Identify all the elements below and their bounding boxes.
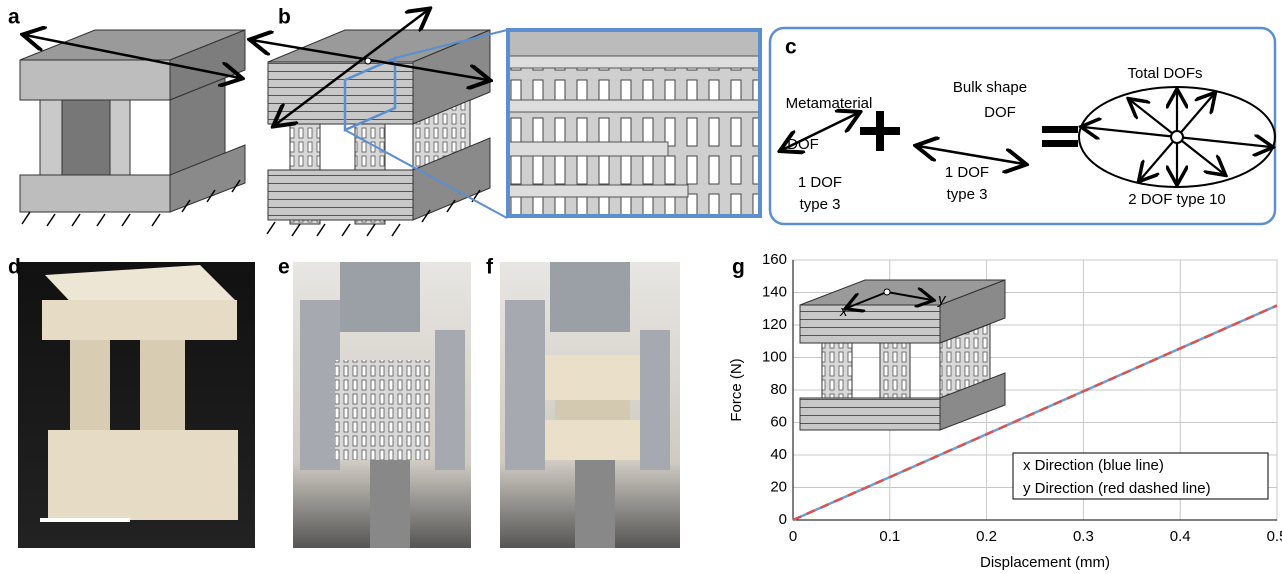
- panel-label: c: [785, 36, 797, 59]
- dof-text: type 3: [947, 186, 988, 203]
- dof-text: Bulk shape: [953, 79, 1027, 96]
- y-tick-label: 140: [762, 283, 787, 300]
- y-axis-label: Force (N): [728, 358, 745, 421]
- dof-text: type 3: [800, 196, 841, 213]
- chart-inset-drawing: x y: [800, 280, 1005, 430]
- dof-diagram: Metamaterial DOF 1 DOF type 3 Bulk shape…: [770, 28, 1275, 224]
- y-tick-label: 20: [770, 478, 787, 495]
- figure: Metamaterial DOF 1 DOF type 3 Bulk shape…: [0, 0, 1282, 574]
- y-tick-label: 80: [770, 381, 787, 398]
- panel-label: a: [8, 6, 20, 29]
- dof-text: 1 DOF: [945, 164, 989, 181]
- legend-entry: y Direction (red dashed line): [1023, 480, 1211, 497]
- x-tick-label: 0.2: [976, 528, 997, 545]
- y-tick-label: 120: [762, 316, 787, 333]
- x-tick-label: 0.1: [879, 528, 900, 545]
- panel-label: b: [278, 6, 291, 29]
- y-tick-label: 60: [770, 413, 787, 430]
- x-tick-label: 0.3: [1073, 528, 1094, 545]
- photo-e: [293, 262, 471, 548]
- zoom-inset: [508, 30, 760, 216]
- y-tick-label: 100: [762, 348, 787, 365]
- legend-entry: x Direction (blue line): [1023, 457, 1164, 474]
- dof-text: Total DOFs: [1127, 65, 1202, 82]
- photo-d: [18, 262, 255, 548]
- photo-f: [500, 262, 680, 548]
- i-beam-drawing: [20, 30, 245, 226]
- dof-text: 2 DOF type 10: [1128, 191, 1226, 208]
- x-tick-label: 0.5: [1267, 528, 1282, 545]
- dof-text: Metamaterial: [786, 95, 873, 112]
- panel-label: f: [486, 256, 494, 279]
- dof-text: 1 DOF: [798, 174, 842, 191]
- panel-label: d: [8, 256, 21, 279]
- x-tick-label: 0: [789, 528, 797, 545]
- y-tick-label: 160: [762, 251, 787, 268]
- metamaterial-beam-drawing: [252, 10, 507, 236]
- x-tick-label: 0.4: [1170, 528, 1191, 545]
- panel-label: g: [732, 256, 745, 279]
- y-tick-label: 40: [770, 446, 787, 463]
- panel-label: e: [278, 256, 290, 279]
- x-axis-label: Displacement (mm): [980, 554, 1110, 571]
- dof-text: DOF: [984, 104, 1016, 121]
- y-tick-label: 0: [779, 511, 787, 528]
- inset-label: x: [839, 303, 848, 320]
